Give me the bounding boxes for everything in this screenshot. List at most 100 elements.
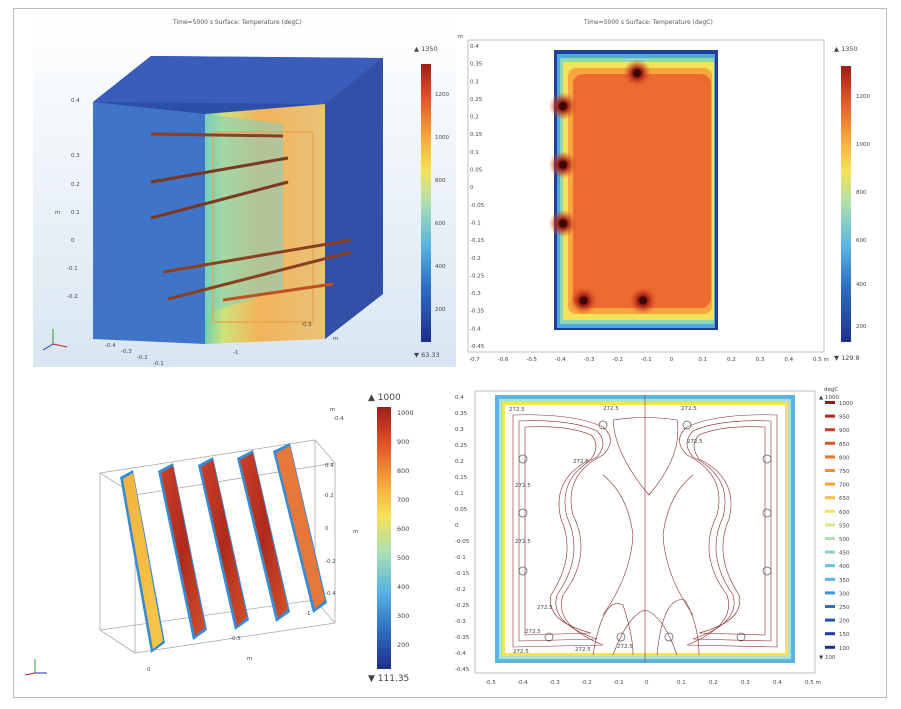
- colorbar: 1000 950 900 850 800 750 700 650 600 550 500 450 400…: [825, 401, 853, 652]
- heat-source-core: [558, 102, 567, 111]
- colorbar-tick: 500: [839, 537, 850, 543]
- y-tick: -0.1: [455, 555, 466, 561]
- x-tick: -0.1: [641, 357, 652, 363]
- x-tick: 0.3: [741, 680, 750, 686]
- contour-label: 272.5: [575, 647, 591, 653]
- colorbar-tick: 800: [435, 178, 446, 184]
- x-tick: 0.2: [709, 680, 718, 686]
- y-tick: 0: [71, 238, 75, 244]
- colorbar-tick: 800: [397, 467, 409, 475]
- axis-tick: -0.5: [230, 636, 241, 642]
- colorbar-max: ▲ 1000: [819, 395, 839, 401]
- source-marker: [518, 566, 528, 576]
- y-tick: 0.4: [455, 395, 464, 401]
- colorbar-min: ▼ 111.35: [368, 674, 409, 684]
- x-tick: 0.3: [756, 357, 765, 363]
- x-tick: 0.4: [773, 680, 782, 686]
- contour-label: 272.5: [515, 483, 531, 489]
- box-top-face: [93, 56, 383, 104]
- colorbar-min: ▼ 100: [819, 655, 836, 661]
- depth-axis: -0.4 -0.3 -0.2 -0.1: [105, 343, 164, 367]
- colorbar-swatch: [825, 564, 835, 568]
- colorbar-tick: 400: [397, 583, 409, 591]
- colorbar-swatch: [825, 537, 835, 540]
- slice: [237, 450, 290, 622]
- box-left-face: [93, 102, 205, 344]
- axis-tick: 0.2: [325, 493, 334, 499]
- y-tick: 0.2: [455, 459, 464, 465]
- colorbar-tick: 1000: [839, 401, 853, 407]
- contour-lines: [512, 395, 778, 663]
- y-tick: -0.3: [455, 619, 466, 625]
- x-tick: -0.7: [469, 357, 480, 363]
- source-marker: [762, 454, 772, 464]
- colorbar-tick: 150: [839, 632, 850, 638]
- panel-3d-box: Time=5000 s Surface: Temperature (degC) …: [33, 14, 456, 367]
- y-unit: m: [458, 34, 463, 40]
- source-marker: [518, 454, 528, 464]
- source-marker: [616, 632, 626, 642]
- colorbar-swatch: [825, 618, 835, 622]
- y-tick: 0.1: [71, 210, 80, 216]
- x-tick: 0: [670, 357, 674, 363]
- contour-labels: 272.5 272.5 272.5 272.5 272.5 272.5 272.…: [509, 406, 703, 655]
- x-tick: -0.1: [613, 680, 624, 686]
- colorbar-min: ▼ 63.33: [414, 351, 440, 359]
- y-tick: -0.15: [455, 571, 470, 577]
- colorbar-tick: 400: [435, 264, 446, 270]
- colorbar-swatch: [825, 605, 835, 608]
- box-right-face: [325, 58, 383, 339]
- y-tick: 0.3: [455, 427, 464, 433]
- colorbar-swatch: [825, 645, 835, 649]
- x-tick: 0.5 m: [813, 357, 829, 363]
- orientation-triad-icon: [24, 659, 47, 676]
- colorbar-tick: 200: [839, 619, 850, 625]
- contour-label: 272.5: [573, 459, 589, 465]
- colorbar-swatch: [825, 632, 835, 636]
- colorbar-max: ▲ 1350: [834, 45, 858, 53]
- depth-tick: -0.3: [121, 349, 132, 355]
- heater-rod: [167, 250, 352, 301]
- colorbar-gradient: [377, 407, 391, 669]
- x-tick: -0.3: [549, 680, 560, 686]
- panel-contour: 272.5 272.5 272.5 272.5 272.5 272.5 272.…: [453, 375, 885, 695]
- y-tick: -0.4: [470, 326, 481, 332]
- y-tick: 0.25: [455, 443, 468, 449]
- colorbar-tick: 200: [435, 307, 446, 313]
- x-tick: 0.4: [784, 357, 793, 363]
- axis-tick: 0: [147, 667, 151, 673]
- colorbar-tick: 1000: [397, 409, 414, 417]
- colorbar-tick: 600: [839, 510, 850, 516]
- colorbar-tick: 300: [839, 591, 850, 597]
- axis-tick: 0.4: [325, 463, 334, 469]
- x-tick: 0: [645, 680, 649, 686]
- colorbar-tick: 550: [839, 523, 850, 529]
- contour-label: 272.5: [681, 406, 697, 412]
- depth-tick: -0.4: [105, 343, 116, 349]
- x-tick: 0.1: [698, 357, 707, 363]
- colorbar-tick: 450: [839, 551, 850, 557]
- colorbar: ▲ 1350 1200 1000 800 600 400 200 ▼ 63.33: [414, 45, 449, 359]
- y-tick: -0.45: [470, 344, 485, 350]
- section-core: [573, 74, 711, 308]
- y-tick: -0.35: [455, 635, 470, 641]
- y-tick: 0.4: [71, 98, 80, 104]
- heater-rod: [162, 238, 352, 274]
- colorbar-swatch: [825, 455, 835, 459]
- colorbar-tick: 900: [397, 438, 409, 446]
- y-tick: -0.35: [470, 309, 485, 315]
- colorbar-tick: 650: [839, 496, 850, 502]
- colorbar-swatch: [825, 441, 835, 445]
- heat-source-core: [558, 160, 567, 169]
- colorbar-tick: 500: [397, 554, 409, 562]
- colorbar: ▲ 1350 1200 1000 800 600 400 200 ▼ 129.8: [834, 45, 870, 362]
- colorbar-tick: 700: [839, 483, 850, 489]
- y-tick: -0.4: [455, 651, 466, 657]
- contour-label: 272.5: [525, 629, 541, 635]
- colorbar-swatch: [825, 428, 835, 432]
- y-unit: m: [55, 210, 60, 216]
- axes-box: [474, 390, 816, 674]
- heater-rod: [150, 156, 289, 184]
- y-tick: 0.05: [470, 168, 483, 174]
- y-tick: 0.2: [470, 115, 479, 121]
